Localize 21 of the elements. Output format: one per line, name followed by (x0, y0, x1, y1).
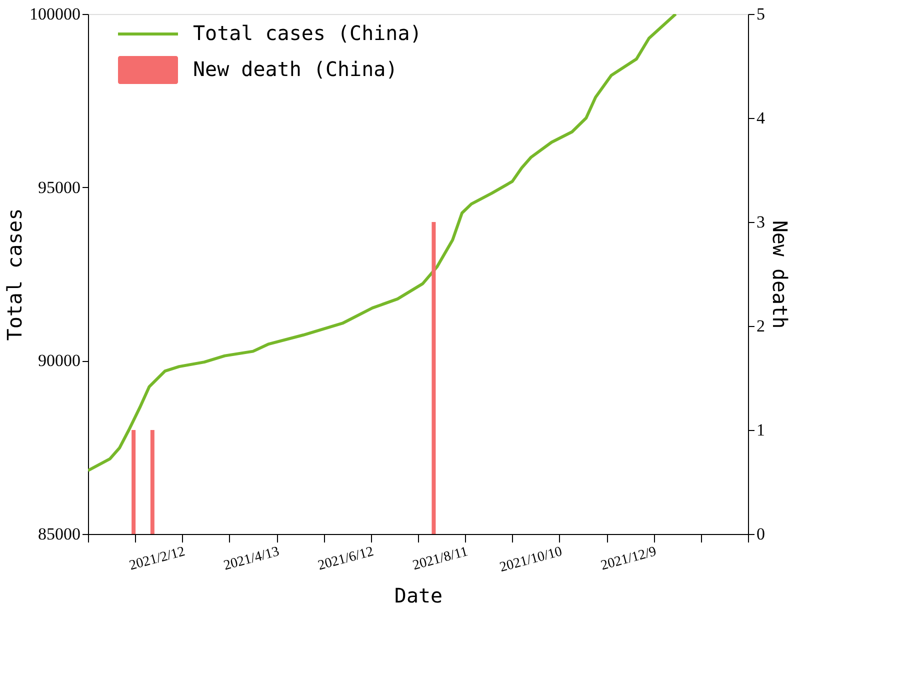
y-tick-label: 90000 (38, 351, 80, 370)
y2-tick-label: 3 (756, 212, 765, 232)
y-tick-label: 95000 (38, 178, 80, 197)
y2-tick-label: 4 (756, 108, 766, 128)
x-tick-label: 2021/6/12 (316, 544, 376, 574)
y-tick-label: 85000 (38, 524, 80, 544)
y-axis-title: Total cases (2, 208, 26, 341)
x-tick-label: 2021/2/12 (128, 544, 187, 574)
y2-tick-label: 0 (756, 524, 765, 544)
x-tick-label: 2021/4/13 (222, 544, 281, 574)
x-axis-title: Date (394, 584, 443, 608)
y2-tick-label: 5 (756, 4, 765, 24)
y2-tick-label: 2 (756, 316, 765, 336)
line-series (88, 14, 678, 472)
y2-axis-title: New death (768, 220, 792, 329)
x-tick-label: 2021/8/11 (411, 544, 470, 574)
x-tick-label: 2021/12/9 (599, 544, 658, 574)
y-tick-label: 100000 (30, 4, 80, 24)
legend-label: Total cases (China) (193, 21, 422, 45)
y2-tick-label: 1 (756, 420, 765, 440)
legend-label: New death (China) (193, 57, 398, 81)
